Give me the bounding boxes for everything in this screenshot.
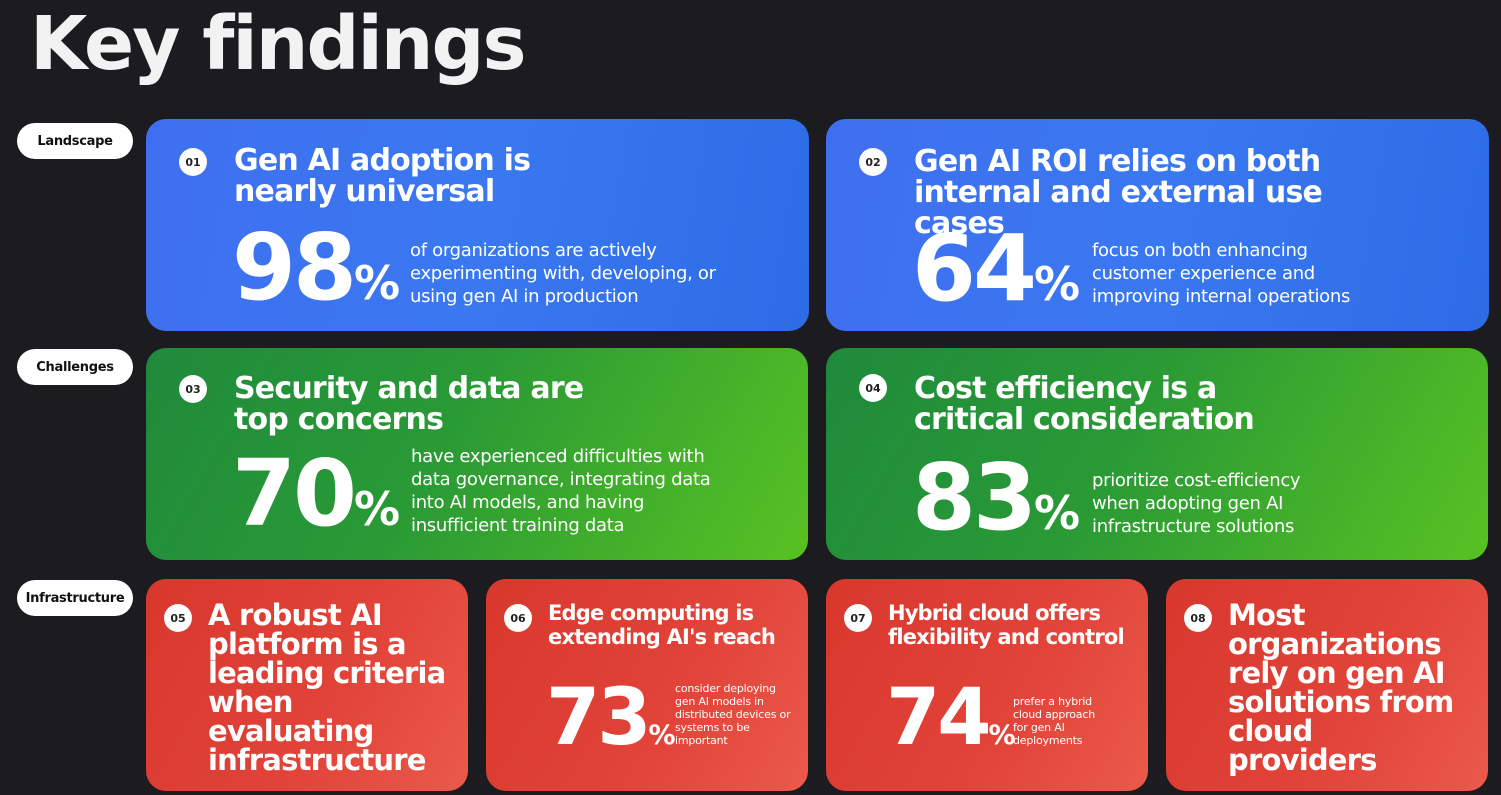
stat-value: 73: [546, 673, 652, 763]
pill-landscape: Landscape: [17, 123, 133, 159]
finding-description: prioritize cost-efficiency when adopting…: [1092, 470, 1301, 537]
stat-unit: %: [1034, 257, 1081, 311]
finding-heading: Cost efficiency is a critical considerat…: [914, 371, 1255, 437]
finding-card-08: 08 Most organizations rely on gen AI sol…: [1166, 579, 1488, 791]
finding-stat: 74%: [886, 679, 1016, 757]
finding-stat: 98%: [232, 222, 400, 314]
finding-heading: Edge computing is extending AI's reach: [548, 601, 776, 649]
finding-heading: Gen AI ROI relies on both internal and e…: [914, 144, 1323, 241]
stat-unit: %: [988, 720, 1016, 751]
finding-stat: 73%: [546, 679, 676, 757]
finding-description: focus on both enhancing customer experie…: [1092, 240, 1351, 307]
page-title: Key findings: [30, 1, 527, 87]
finding-card-07: 07 Hybrid cloud offers flexibility and c…: [826, 579, 1148, 791]
finding-stat: 83%: [912, 452, 1080, 544]
finding-number: 08: [1184, 604, 1212, 632]
finding-heading: Most organizations rely on gen AI soluti…: [1228, 598, 1454, 777]
finding-card-04: 04 Cost efficiency is a critical conside…: [826, 348, 1488, 560]
finding-number: 04: [859, 374, 887, 402]
finding-card-02: 02 Gen AI ROI relies on both internal an…: [826, 119, 1489, 331]
finding-heading: Hybrid cloud offers flexibility and cont…: [888, 601, 1125, 649]
stat-unit: %: [1034, 486, 1081, 540]
finding-card-05: 05 A robust AI platform is a leading cri…: [146, 579, 468, 791]
stat-unit: %: [354, 482, 401, 536]
finding-card-03: 03 Security and data are top concerns 70…: [146, 348, 808, 560]
finding-card-06: 06 Edge computing is extending AI's reac…: [486, 579, 808, 791]
finding-stat: 70%: [232, 448, 400, 540]
finding-description: of organizations are actively experiment…: [410, 240, 716, 307]
finding-stat: 64%: [912, 223, 1080, 315]
finding-card-01: 01 Gen AI adoption is nearly universal 9…: [146, 119, 809, 331]
pill-challenges: Challenges: [17, 349, 133, 385]
finding-number: 07: [844, 604, 872, 632]
finding-number: 03: [179, 375, 207, 403]
stat-value: 64: [912, 215, 1037, 322]
finding-description: prefer a hybrid cloud approach for gen A…: [1013, 695, 1095, 747]
stat-value: 70: [232, 440, 357, 547]
stat-value: 98: [232, 214, 357, 321]
finding-number: 06: [504, 604, 532, 632]
finding-heading: A robust AI platform is a leading criter…: [208, 598, 446, 777]
finding-number: 05: [164, 604, 192, 632]
finding-heading: Security and data are top concerns: [234, 371, 584, 437]
finding-description: have experienced difficulties with data …: [411, 446, 711, 536]
finding-heading: Gen AI adoption is nearly universal: [234, 143, 531, 209]
stat-unit: %: [354, 256, 401, 310]
pill-infrastructure: Infrastructure: [17, 580, 133, 616]
finding-number: 01: [179, 148, 207, 176]
stat-value: 74: [886, 673, 992, 763]
finding-description: consider deploying gen AI models in dist…: [675, 682, 791, 747]
finding-number: 02: [859, 148, 887, 176]
stat-unit: %: [648, 720, 676, 751]
stat-value: 83: [912, 444, 1037, 551]
